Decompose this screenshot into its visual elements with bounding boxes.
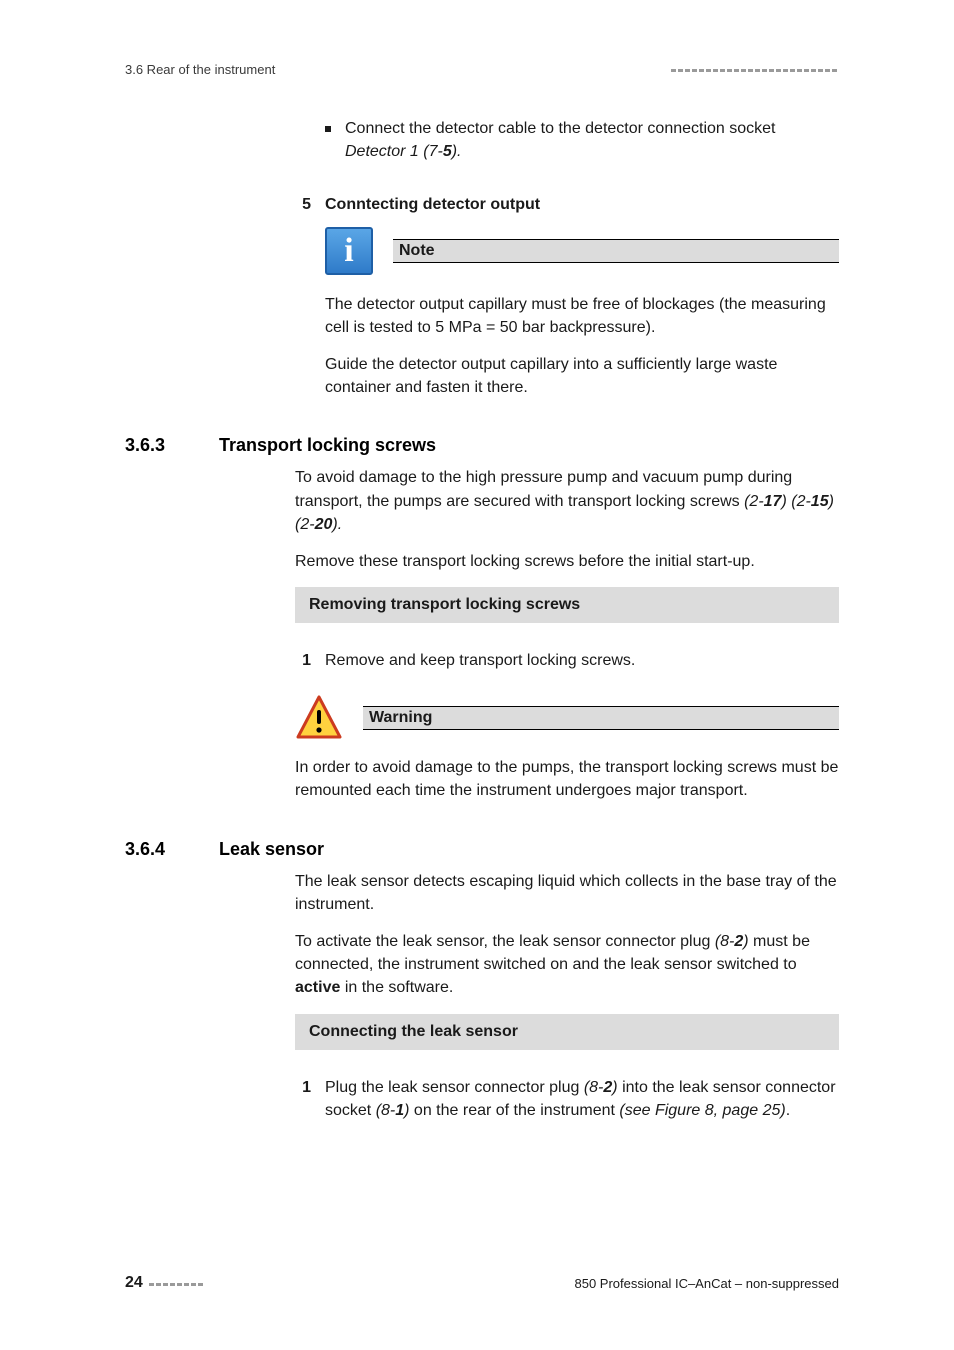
step-number: 5 — [295, 193, 311, 216]
running-header: 3.6 Rear of the instrument — [125, 62, 839, 77]
s363-p1: To avoid damage to the high pressure pum… — [295, 466, 839, 536]
text-fragment: (8- — [376, 1102, 396, 1119]
text-fragment: ) — [829, 493, 834, 510]
text-fragment: (2- — [744, 493, 764, 510]
section-364: 3.6.4 Leak sensor — [125, 839, 839, 860]
page: 3.6 Rear of the instrument Connect the d… — [0, 0, 954, 1350]
ref-bold: 2 — [603, 1079, 612, 1096]
step-number: 1 — [295, 649, 311, 672]
content-area: Connect the detector cable to the detect… — [125, 117, 839, 399]
callout-title-wrap: Note — [393, 239, 839, 263]
text-fragment: (2- — [791, 493, 811, 510]
text-fragment: (8- — [715, 933, 735, 950]
section-364-content: The leak sensor detects escaping liquid … — [125, 870, 839, 1122]
warning-body: In order to avoid damage to the pumps, t… — [295, 756, 839, 802]
ref-bold: 1 — [395, 1102, 404, 1119]
section-363: 3.6.3 Transport locking screws — [125, 435, 839, 456]
page-footer: 24 850 Professional IC–AnCat – non-suppr… — [125, 1274, 839, 1292]
step-5: 5 Conntecting detector output — [295, 193, 839, 216]
note-label: Note — [393, 239, 839, 263]
s363-step1: 1 Remove and keep transport locking scre… — [295, 649, 839, 672]
banner-connect-leak-sensor: Connecting the leak sensor — [295, 1014, 839, 1050]
bullet-icon — [325, 126, 331, 132]
ref-bold: 15 — [811, 493, 829, 510]
ref-bold: 5 — [443, 143, 452, 160]
text-fragment: . — [786, 1102, 790, 1119]
footer-left: 24 — [125, 1274, 205, 1292]
text-fragment: ) — [781, 493, 791, 510]
note-callout: Note The detector output capillary must … — [325, 227, 839, 339]
text-fragment: (8- — [584, 1079, 604, 1096]
section-number: 3.6.3 — [125, 435, 189, 456]
header-section-ref: 3.6 Rear of the instrument — [125, 62, 275, 77]
step-body: Plug the leak sensor connector plug (8-2… — [325, 1076, 839, 1122]
text-fragment: ). — [452, 143, 462, 160]
s364-p2: To activate the leak sensor, the leak se… — [295, 930, 839, 1000]
s363-p2: Remove these transport locking screws be… — [295, 550, 839, 573]
text-fragment: on the rear of the instrument — [409, 1102, 619, 1119]
warning-callout: Warning In order to avoid damage to the … — [295, 694, 839, 802]
s364-step1: 1 Plug the leak sensor connector plug (8… — [295, 1076, 839, 1122]
text-fragment: Connect the detector cable to the detect… — [345, 120, 776, 137]
warning-icon — [295, 694, 343, 742]
warning-label: Warning — [363, 706, 839, 730]
info-icon — [325, 227, 373, 275]
bullet-text: Connect the detector cable to the detect… — [345, 117, 839, 163]
note-body: The detector output capillary must be fr… — [325, 293, 839, 339]
callout-title-wrap: Warning — [363, 706, 839, 730]
see-figure-ref: (see Figure 8, page 25) — [619, 1102, 785, 1119]
section-number: 3.6.4 — [125, 839, 189, 860]
section-363-content: To avoid damage to the high pressure pum… — [125, 466, 839, 802]
guide-paragraph: Guide the detector output capillary into… — [325, 353, 839, 399]
text-fragment: (2- — [295, 516, 315, 533]
text-fragment: Plug the leak sensor connector plug — [325, 1079, 584, 1096]
text-fragment: To activate the leak sensor, the leak se… — [295, 933, 715, 950]
footer-doc-title: 850 Professional IC–AnCat – non-suppress… — [575, 1276, 840, 1291]
text-fragment: To avoid damage to the high pressure pum… — [295, 469, 792, 509]
banner-removing-screws: Removing transport locking screws — [295, 587, 839, 623]
s364-p1: The leak sensor detects escaping liquid … — [295, 870, 839, 916]
ref-bold: 20 — [315, 516, 333, 533]
callout-header: Note — [325, 227, 839, 275]
text-fragment: ). — [332, 516, 342, 533]
text-fragment: in the software. — [340, 979, 453, 996]
step-body: Remove and keep transport locking screws… — [325, 649, 839, 672]
ref-bold: 2 — [734, 933, 743, 950]
section-title: Leak sensor — [219, 839, 324, 860]
page-number: 24 — [125, 1274, 143, 1292]
step-number: 1 — [295, 1076, 311, 1122]
section-title: Transport locking screws — [219, 435, 436, 456]
text-fragment: Detector 1 (7- — [345, 143, 443, 160]
step-title: Conntecting detector output — [325, 193, 540, 216]
ref-bold: 17 — [764, 493, 782, 510]
bullet-connect-cable: Connect the detector cable to the detect… — [325, 117, 839, 163]
header-dashes — [671, 62, 839, 77]
footer-dashes — [149, 1276, 205, 1291]
info-glyph — [344, 234, 353, 268]
callout-header: Warning — [295, 694, 839, 742]
active-word: active — [295, 979, 340, 996]
